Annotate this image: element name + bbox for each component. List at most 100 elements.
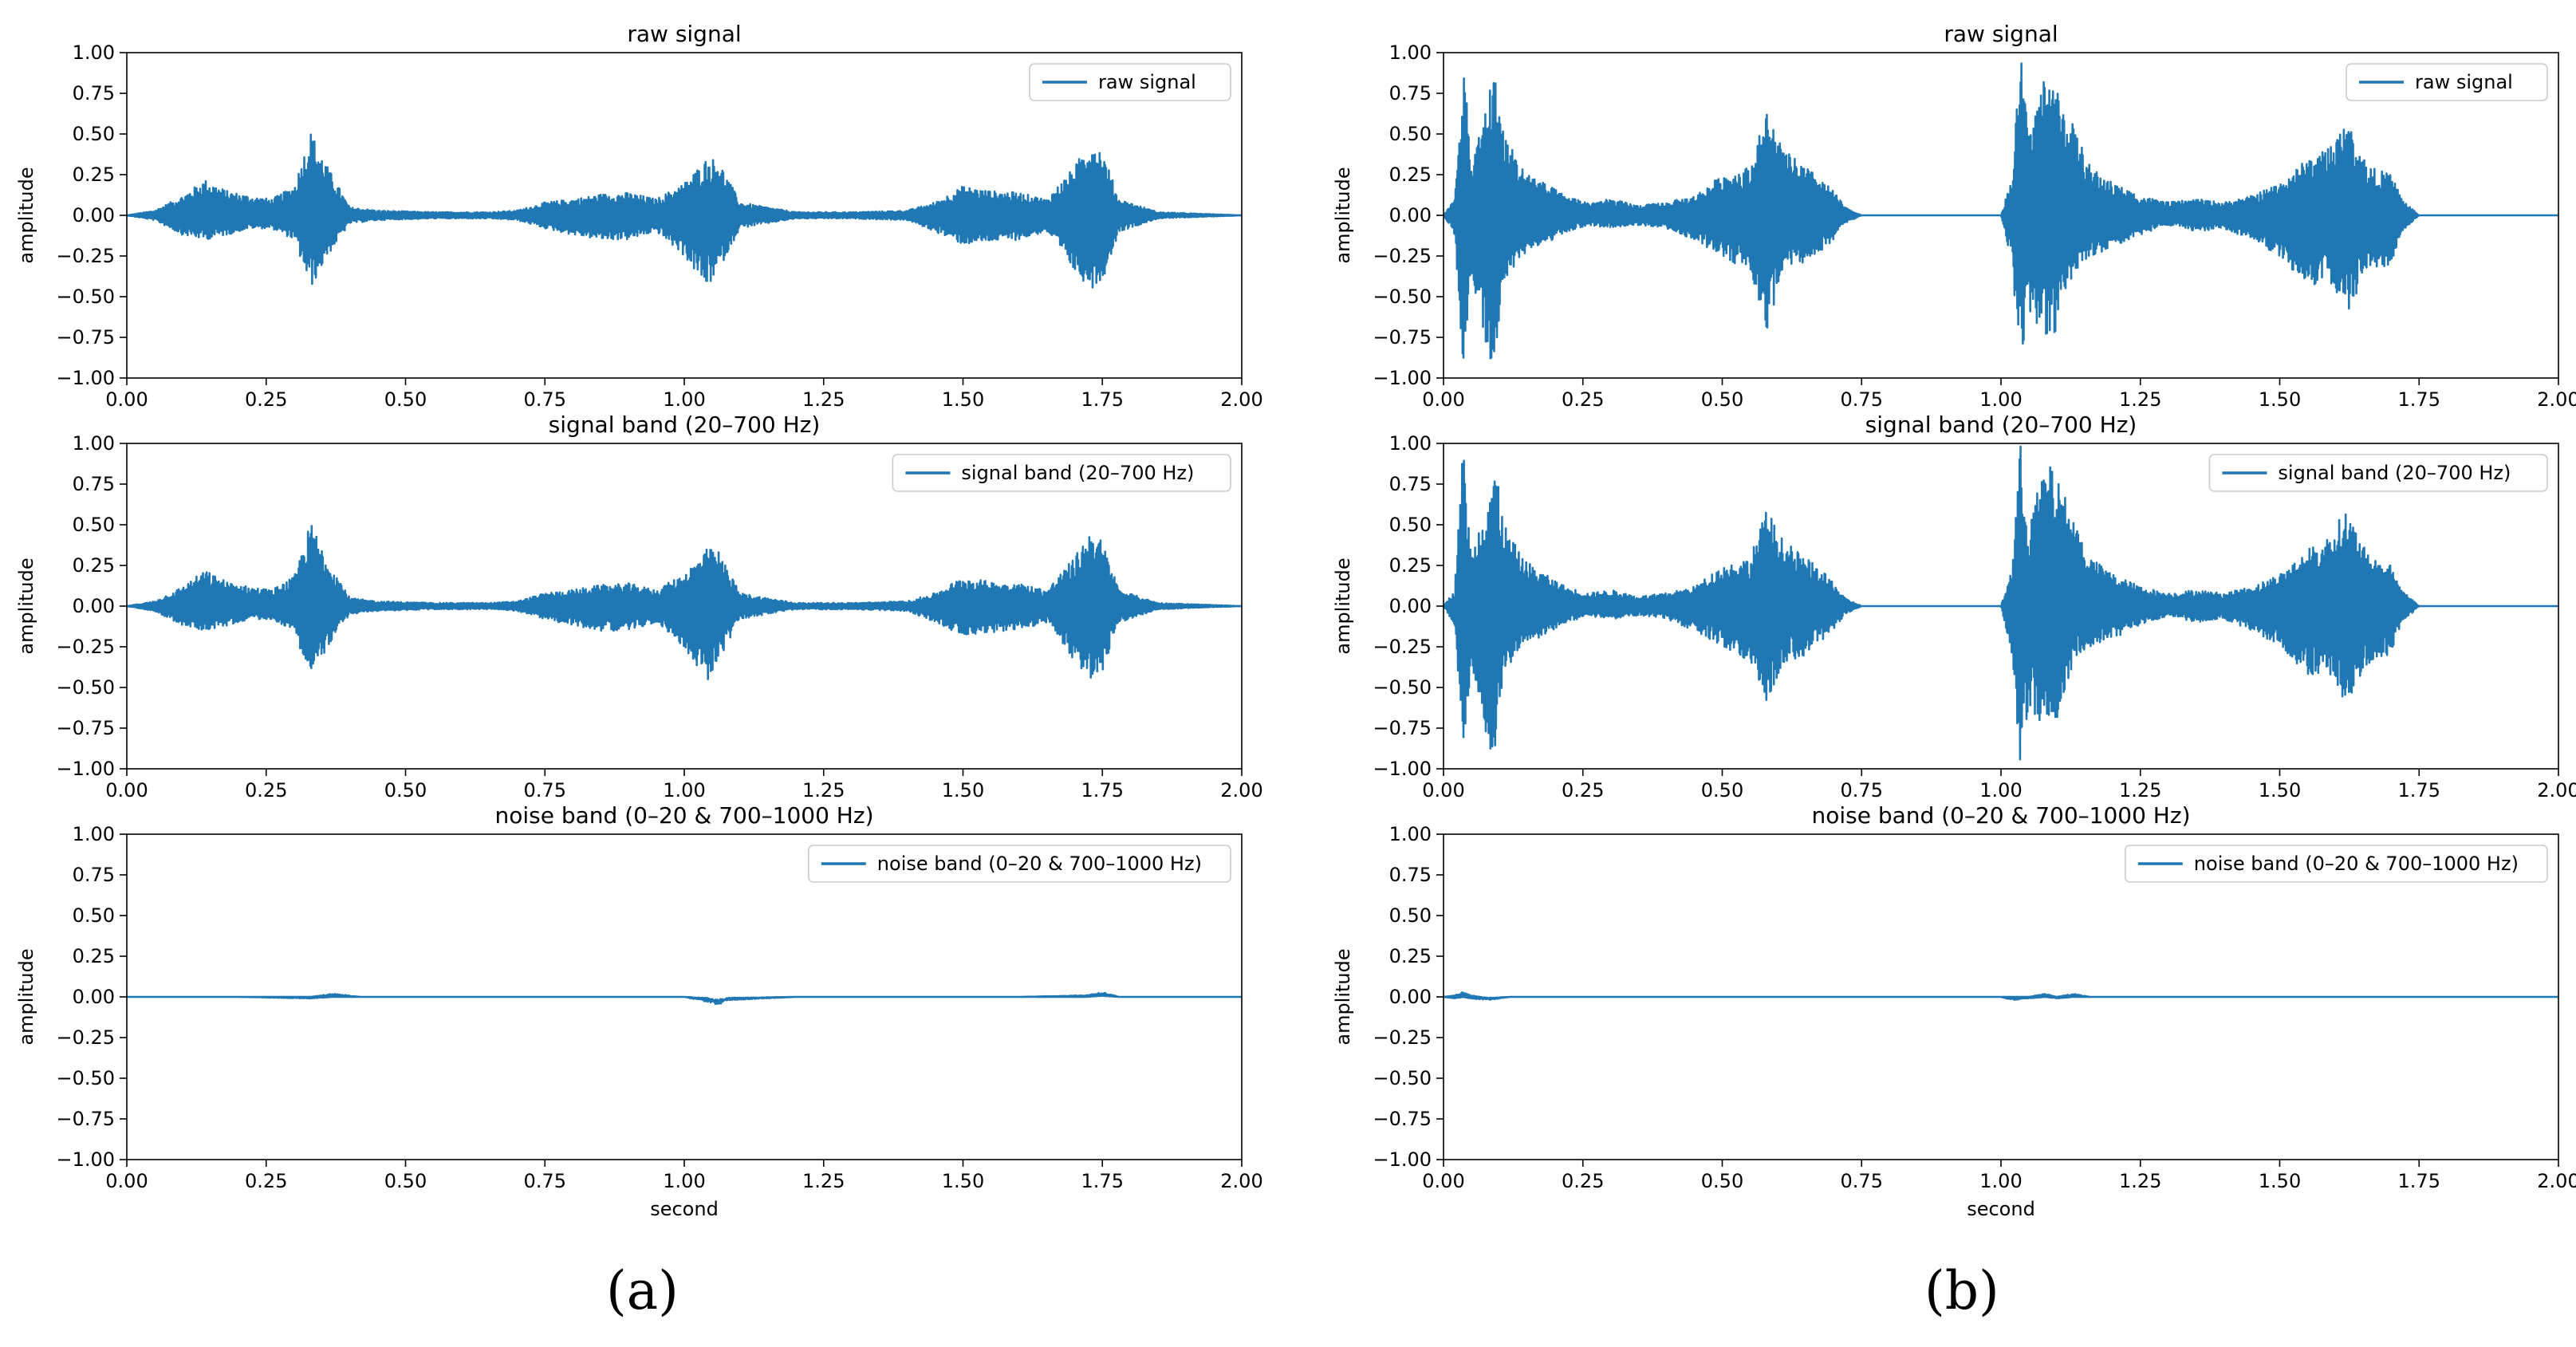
x-tick-label: 0.50	[384, 388, 427, 411]
x-tick-label: 2.00	[2537, 779, 2576, 802]
x-tick-label: 1.50	[2259, 388, 2301, 411]
y-tick-label: 0.75	[1389, 82, 1432, 104]
x-tick-label: 0.25	[245, 779, 287, 802]
y-tick-label: 0.50	[1389, 123, 1432, 145]
y-tick-label: −0.25	[56, 1026, 115, 1049]
chart-title: noise band (0–20 & 700–1000 Hz)	[494, 802, 873, 829]
x-tick-label: 2.00	[1220, 779, 1262, 802]
x-tick-label: 0.00	[1422, 1170, 1464, 1192]
legend: signal band (20–700 Hz)	[892, 454, 1231, 492]
chart-b-noise: noise band (0–20 & 700–1000 Hz) 1.00 0.75 0…	[1332, 802, 2576, 1220]
y-tick-label: −1.00	[56, 367, 115, 389]
x-tick-label: 0.50	[1701, 388, 1743, 411]
y-tick-label: −0.75	[1373, 326, 1432, 349]
plot-area	[127, 525, 1242, 680]
y-axis-label: amplitude	[15, 948, 37, 1045]
plot-area	[127, 991, 1242, 1006]
x-tick-label: 0.50	[384, 779, 427, 802]
legend-box	[1029, 63, 1231, 101]
series-line	[127, 525, 1242, 680]
y-tick-label: 0.00	[1389, 986, 1432, 1008]
y-tick-label: −0.25	[1373, 636, 1432, 658]
axes-frame	[126, 443, 1243, 770]
y-tick-label: −0.75	[56, 326, 115, 349]
chart-b-signal: signal band (20–700 Hz) 1.00 0.75 0.50 0.25 0…	[1332, 412, 2576, 802]
y-tick-label: −0.75	[56, 717, 115, 739]
x-tick-label: 1.00	[663, 779, 705, 802]
series-line	[1444, 445, 2558, 761]
legend-label: signal band (20–700 Hz)	[2278, 462, 2511, 484]
axes-frame	[1443, 833, 2559, 1160]
x-tick-label: 0.00	[105, 1170, 148, 1192]
x-tick-label: 0.75	[1841, 388, 1883, 411]
y-tick-label: 0.00	[1389, 204, 1432, 226]
x-tick-label: 1.25	[802, 388, 845, 411]
chart-a-noise: noise band (0–20 & 700–1000 Hz) 1.00 0.75 0…	[15, 802, 1263, 1220]
y-tick-label: −0.50	[56, 676, 115, 699]
y-tick-label: −0.25	[1373, 1026, 1432, 1049]
y-tick-label: 0.75	[73, 473, 115, 495]
y-tick-label: 0.25	[1389, 554, 1432, 577]
chart-a-raw: raw signal 1.00 0.75 0.50 0.25 0.00 −0.25 −0.50…	[15, 21, 1263, 411]
chart-b-raw: raw signal 1.00 0.75 0.50 0.25 0.00 −0.25 −0.50…	[1332, 21, 2576, 411]
series-line	[1444, 62, 2558, 360]
x-tick-label: 1.75	[1081, 388, 1124, 411]
y-tick-label: 0.00	[1389, 595, 1432, 617]
legend-label: raw signal	[1098, 71, 1196, 93]
y-tick-label: 0.75	[73, 82, 115, 104]
axes-frame	[126, 833, 1243, 1160]
x-tick-label: 1.25	[802, 1170, 845, 1192]
y-tick-label: 0.00	[73, 595, 115, 617]
y-tick-label: 0.50	[73, 123, 115, 145]
axes-frame	[1443, 52, 2559, 379]
legend-box	[2346, 63, 2548, 101]
legend-box	[892, 454, 1231, 492]
plot-area	[1444, 445, 2558, 761]
x-tick-label: 0.25	[1562, 779, 1604, 802]
x-tick-label: 1.50	[2259, 1170, 2301, 1192]
y-tick-label: −0.75	[1373, 717, 1432, 739]
y-tick-label: −1.00	[1373, 758, 1432, 780]
y-axis-label: amplitude	[1332, 557, 1354, 654]
legend-box	[2208, 454, 2548, 492]
y-tick-label: −0.25	[1373, 245, 1432, 267]
y-tick-label: 0.50	[1389, 514, 1432, 536]
plot-area	[127, 133, 1242, 289]
series-line	[127, 991, 1242, 1006]
y-tick-label: 1.00	[73, 41, 115, 64]
y-tick-label: 0.25	[73, 945, 115, 967]
x-axis-label: second	[1967, 1198, 2035, 1220]
x-tick-label: 0.25	[1562, 1170, 1604, 1192]
x-tick-label: 2.00	[1220, 388, 1262, 411]
x-tick-label: 0.75	[524, 779, 566, 802]
axes-frame	[126, 52, 1243, 379]
y-tick-label: −1.00	[1373, 367, 1432, 389]
y-tick-label: −0.50	[56, 286, 115, 308]
x-tick-label: 1.25	[802, 779, 845, 802]
legend-label: raw signal	[2415, 71, 2513, 93]
chart-title: noise band (0–20 & 700–1000 Hz)	[1811, 802, 2190, 829]
y-tick-label: 1.00	[73, 432, 115, 455]
y-tick-label: 0.00	[73, 204, 115, 226]
y-axis-label: amplitude	[15, 557, 37, 654]
x-tick-label: 0.50	[1701, 1170, 1743, 1192]
y-tick-label: 1.00	[1389, 432, 1432, 455]
series-line	[127, 133, 1242, 289]
y-tick-label: −1.00	[56, 758, 115, 780]
legend-label: signal band (20–700 Hz)	[961, 462, 1194, 484]
y-tick-label: −1.00	[1373, 1148, 1432, 1171]
y-axis-label: amplitude	[1332, 948, 1354, 1045]
plot-area	[1444, 991, 2558, 1001]
x-tick-label: 0.00	[1422, 779, 1464, 802]
y-tick-label: 0.25	[1389, 163, 1432, 186]
y-tick-label: 0.75	[1389, 864, 1432, 886]
axes-frame	[1443, 443, 2559, 770]
y-tick-label: 1.00	[1389, 41, 1432, 64]
chart-a-signal: signal band (20–700 Hz) 1.00 0.75 0.50 0.25 0…	[15, 412, 1263, 802]
legend: signal band (20–700 Hz)	[2208, 454, 2548, 492]
y-tick-label: 0.25	[73, 163, 115, 186]
y-axis-label: amplitude	[15, 167, 37, 263]
x-tick-label: 0.00	[105, 779, 148, 802]
x-tick-label: 1.25	[2119, 388, 2161, 411]
y-tick-label: −0.50	[1373, 1067, 1432, 1089]
